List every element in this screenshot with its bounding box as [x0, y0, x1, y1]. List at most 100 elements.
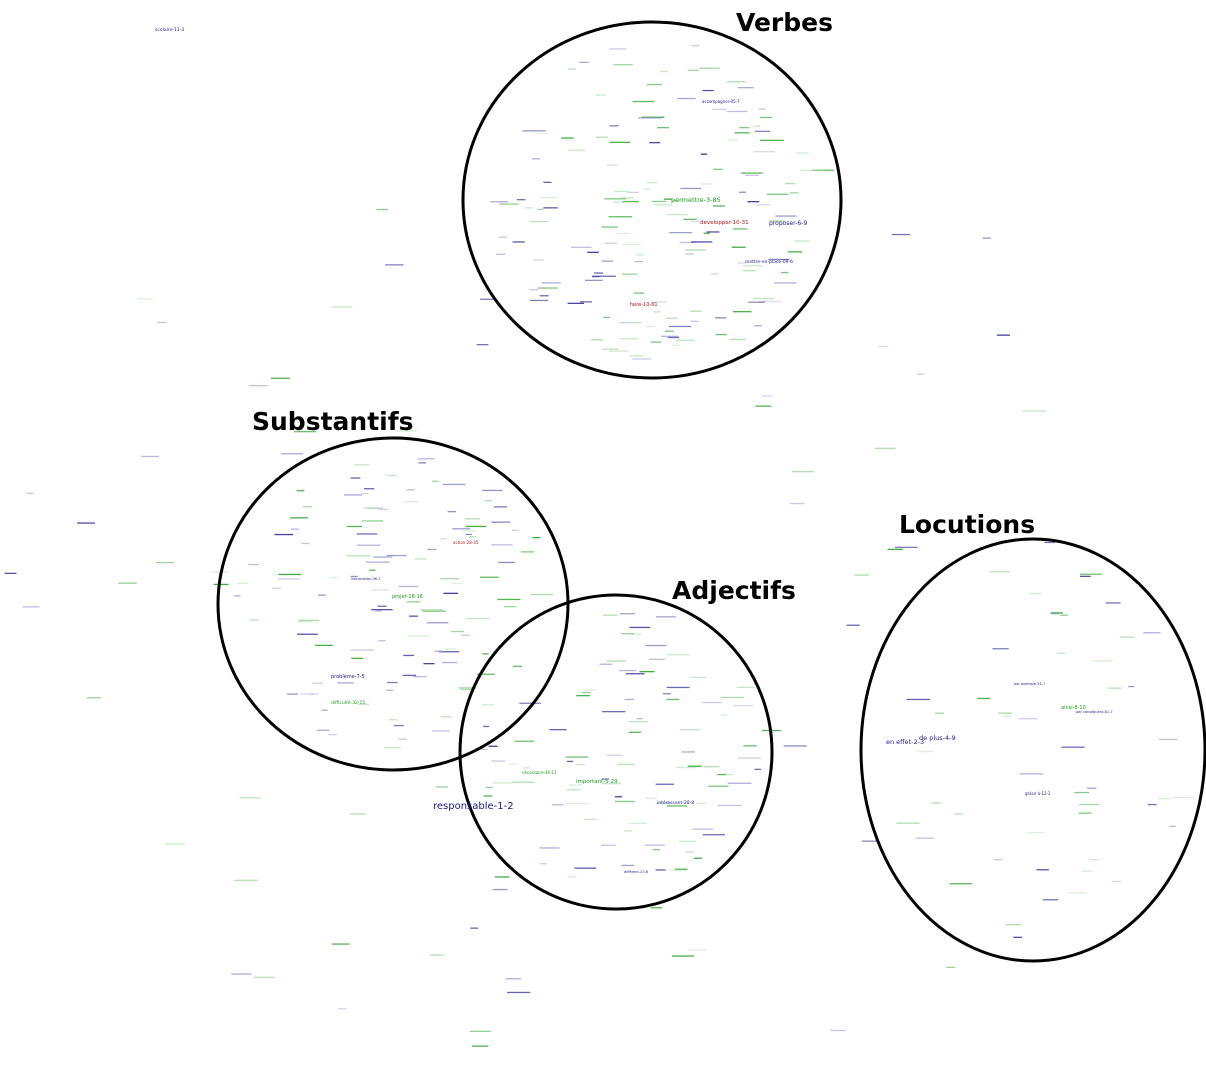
faint-word-mark — [376, 208, 388, 211]
faint-word-mark — [1056, 652, 1066, 654]
faint-word-mark — [692, 828, 714, 830]
faint-word-mark — [608, 350, 629, 352]
faint-word-mark — [669, 325, 691, 328]
faint-word-mark — [934, 712, 944, 714]
faint-word-mark — [356, 533, 378, 535]
faint-word-mark — [691, 241, 713, 243]
faint-word-mark — [514, 740, 534, 742]
faint-word-mark — [680, 187, 702, 190]
faint-word-mark — [787, 251, 803, 253]
faint-word-mark — [620, 197, 634, 199]
faint-word-mark — [1128, 685, 1135, 688]
faint-word-mark — [628, 731, 642, 733]
faint-word-mark — [949, 883, 973, 885]
faint-word-mark — [655, 783, 675, 785]
faint-word-mark — [495, 253, 506, 255]
faint-word-mark — [1050, 613, 1060, 615]
faint-word-mark — [618, 322, 635, 324]
faint-word-mark — [639, 671, 655, 673]
faint-word-mark — [713, 168, 723, 170]
faint-word-mark — [4, 572, 17, 574]
word-label: accompagner-05-7 — [702, 99, 740, 104]
word-label: mettre-en-place-09-6 — [745, 259, 793, 265]
faint-word-mark — [409, 615, 419, 617]
faint-word-mark — [773, 282, 797, 284]
faint-word-mark — [651, 301, 667, 303]
faint-word-mark — [537, 208, 544, 210]
faint-word-mark — [617, 763, 635, 766]
faint-word-mark — [576, 695, 590, 697]
faint-word-mark — [574, 867, 597, 869]
faint-word-mark — [529, 299, 549, 302]
faint-word-mark — [350, 477, 361, 479]
word-label: faire-10-61 — [630, 302, 658, 308]
faint-word-mark — [566, 760, 574, 763]
faint-word-mark — [567, 876, 577, 878]
faint-word-mark — [717, 804, 742, 807]
faint-word-mark — [364, 488, 375, 490]
faint-word-mark — [645, 644, 667, 647]
faint-word-mark — [388, 719, 398, 721]
faint-word-mark — [784, 182, 796, 185]
faint-word-mark — [571, 246, 592, 248]
faint-word-mark — [465, 525, 487, 528]
faint-word-mark — [156, 321, 167, 324]
faint-word-mark — [543, 181, 552, 183]
faint-word-mark — [661, 335, 679, 337]
faint-word-mark — [1119, 636, 1135, 638]
faint-word-mark — [592, 275, 616, 277]
faint-word-mark — [669, 869, 688, 872]
faint-word-mark — [357, 703, 370, 705]
word-label: par conséquent-61-7 — [1076, 710, 1113, 714]
faint-word-mark — [602, 783, 622, 785]
faint-word-mark — [602, 348, 619, 350]
word-labels: permettre-3-85 proposer-6-9 développer-1… — [155, 27, 1113, 874]
faint-word-mark — [620, 633, 634, 635]
faint-word-mark — [444, 648, 456, 650]
faint-word-mark — [634, 321, 641, 324]
faint-word-mark — [715, 317, 727, 319]
faint-word-mark — [469, 536, 477, 538]
faint-word-mark — [607, 164, 618, 166]
faint-word-mark — [654, 204, 672, 206]
faint-word-mark — [423, 663, 435, 665]
faint-word-mark — [651, 200, 666, 203]
faint-word-mark — [630, 633, 642, 635]
faint-word-mark — [755, 130, 771, 132]
faint-word-mark — [996, 334, 1010, 336]
faint-word-mark — [608, 216, 633, 218]
faint-word-mark — [236, 582, 248, 584]
faint-word-mark — [315, 644, 333, 646]
faint-word-mark — [622, 243, 641, 245]
faint-word-mark — [1059, 614, 1068, 616]
faint-word-mark — [1079, 573, 1102, 575]
faint-word-mark — [758, 108, 766, 110]
faint-word-mark — [321, 709, 328, 711]
faint-word-mark — [982, 237, 992, 239]
faint-word-mark — [141, 455, 159, 458]
faint-word-mark — [298, 620, 312, 623]
faint-word-mark — [854, 574, 869, 576]
faint-word-mark — [386, 474, 397, 477]
faint-word-mark — [622, 200, 639, 203]
faint-word-mark — [728, 139, 739, 141]
faint-word-mark — [1044, 541, 1056, 544]
faint-word-mark — [488, 745, 498, 747]
faint-word-mark — [599, 663, 613, 665]
faint-word-mark — [296, 490, 305, 492]
faint-word-mark — [794, 240, 810, 242]
faint-word-mark — [766, 193, 789, 195]
faint-word-mark — [606, 754, 622, 756]
faint-word-mark — [636, 718, 643, 720]
faint-word-mark — [540, 196, 558, 199]
word-label: développer-10-31 — [700, 219, 749, 226]
faint-word-mark — [539, 847, 560, 849]
faint-word-mark — [272, 587, 281, 589]
faint-word-mark — [406, 489, 415, 491]
faint-word-mark — [703, 232, 710, 234]
faint-word-mark — [625, 673, 645, 675]
faint-word-mark — [426, 622, 449, 624]
faint-word-mark — [316, 729, 330, 731]
faint-word-mark — [769, 220, 784, 222]
faint-word-mark — [1050, 612, 1063, 614]
